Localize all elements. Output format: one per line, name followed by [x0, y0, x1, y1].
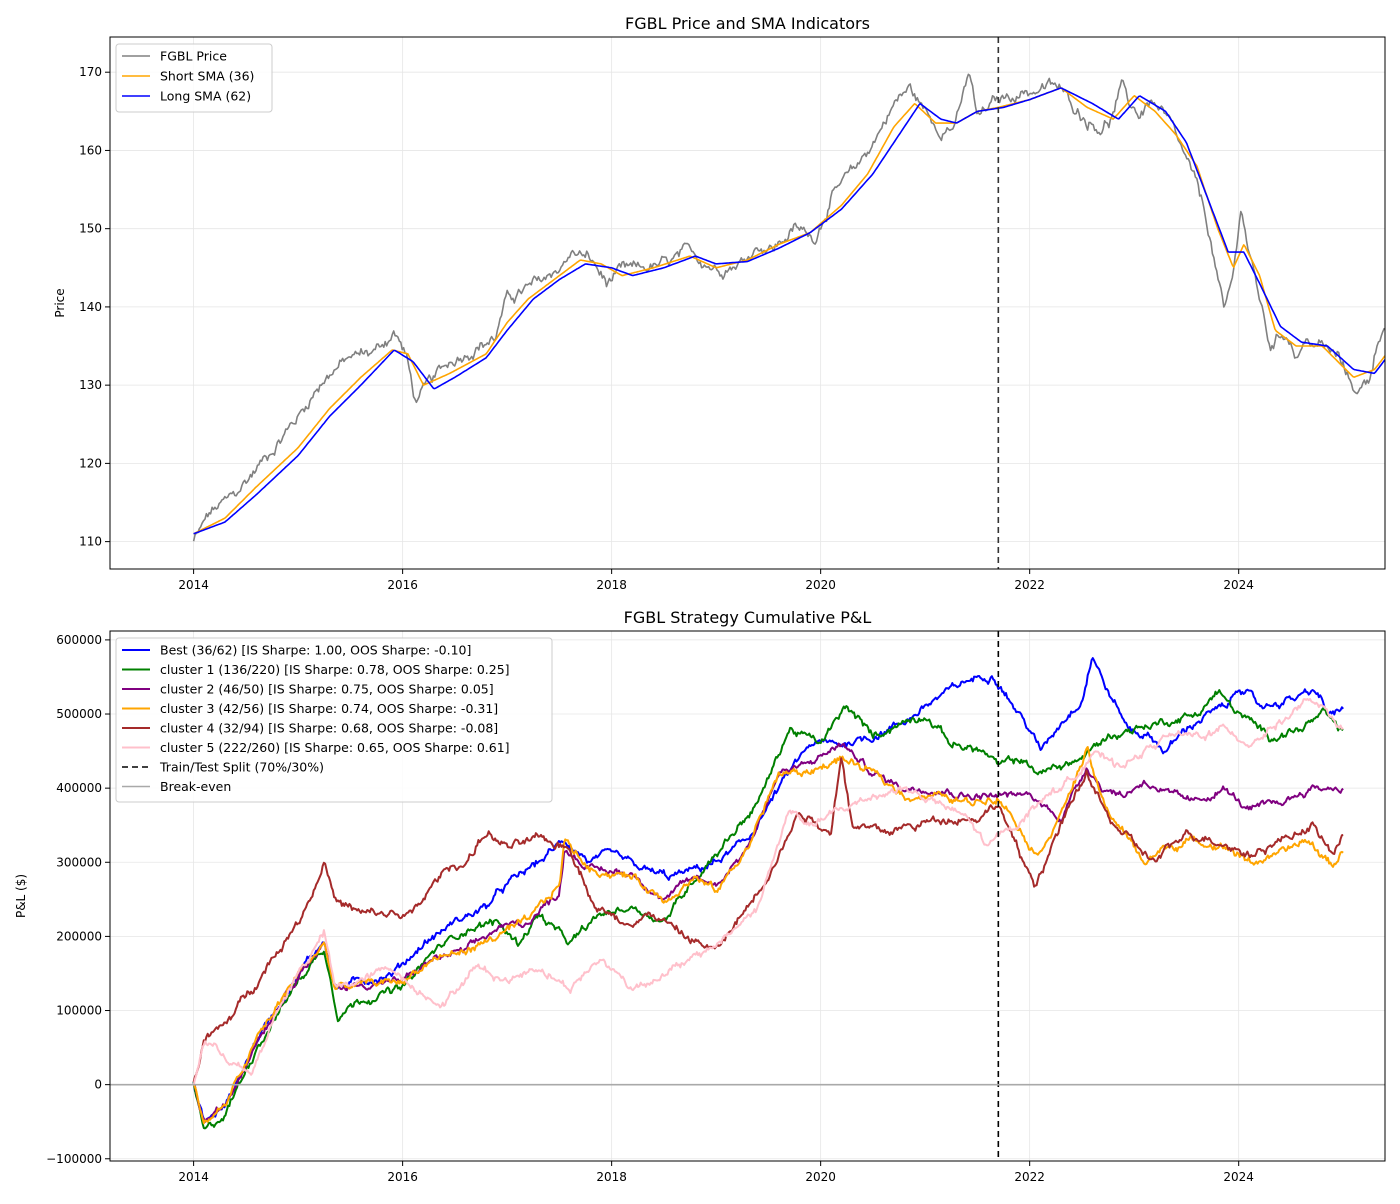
x-tick-label: 2022 — [1014, 1170, 1045, 1184]
legend-label: Break-even — [160, 779, 231, 794]
x-tick-label: 2020 — [805, 578, 836, 592]
chart-title: FGBL Price and SMA Indicators — [625, 14, 870, 33]
x-tick-label: 2016 — [387, 578, 418, 592]
series-0-0-line — [192, 73, 1385, 542]
x-tick-label: 2024 — [1223, 578, 1254, 592]
x-tick-label: 2024 — [1223, 1170, 1254, 1184]
y-tick-label: 400000 — [56, 781, 102, 795]
y-tick-label: 0 — [94, 1078, 102, 1092]
legend-label: Best (36/62) [IS Sharpe: 1.00, OOS Sharp… — [160, 643, 471, 658]
legend-label: FGBL Price — [160, 49, 227, 64]
series-0-1-line — [193, 87, 1385, 535]
y-tick-label: 120 — [79, 456, 102, 470]
y-tick-label: 200000 — [56, 929, 102, 943]
y-tick-label: 170 — [79, 65, 102, 79]
legend-label: cluster 2 (46/50) [IS Sharpe: 0.75, OOS … — [160, 682, 494, 697]
x-tick-label: 2014 — [178, 578, 209, 592]
series-1-4-line — [192, 757, 1344, 1083]
y-tick-label: 600000 — [56, 633, 102, 647]
y-axis-label: Price — [53, 288, 67, 317]
x-tick-label: 2014 — [178, 1170, 209, 1184]
x-tick-label: 2018 — [596, 1170, 627, 1184]
legend-label: cluster 4 (32/94) [IS Sharpe: 0.68, OOS … — [160, 721, 498, 736]
y-tick-label: 140 — [79, 300, 102, 314]
price-panel: 2014 2016 2018 2020 2022 2024 110 120 130 140 150 1… — [53, 14, 1386, 592]
legend-label: Long SMA (62) — [160, 89, 251, 104]
y-tick-label: 300000 — [56, 855, 102, 869]
x-tick-label: 2022 — [1014, 578, 1045, 592]
series-0-2-line — [193, 87, 1385, 535]
series-1-1-line — [192, 689, 1344, 1130]
legend: FGBL Price Short SMA (36) Long SMA (62) — [115, 43, 273, 113]
legend-label: Train/Test Split (70%/30%) — [159, 760, 324, 775]
legend: Best (36/62) [IS Sharpe: 1.00, OOS Sharp… — [115, 637, 553, 803]
y-axis-label: P&L ($) — [14, 874, 28, 918]
legend-label: cluster 1 (136/220) [IS Sharpe: 0.78, OO… — [160, 662, 510, 677]
x-tick-label: 2016 — [387, 1170, 418, 1184]
y-tick-label: 150 — [79, 222, 102, 236]
series-1-3-line — [192, 746, 1344, 1125]
series-1-5-line — [192, 697, 1344, 1086]
x-tick-label: 2018 — [596, 578, 627, 592]
chart-title: FGBL Strategy Cumulative P&L — [624, 608, 872, 627]
pnl-panel: 2014 2016 2018 2020 2022 2024 −100000 0 100000 20… — [14, 608, 1386, 1184]
y-tick-label: 110 — [79, 535, 102, 549]
legend-label: cluster 5 (222/260) [IS Sharpe: 0.65, OO… — [160, 740, 510, 755]
legend-label: Short SMA (36) — [160, 69, 254, 84]
legend-label: cluster 3 (42/56) [IS Sharpe: 0.74, OOS … — [160, 701, 498, 716]
legend-box — [115, 43, 273, 113]
plot-area — [192, 37, 1385, 569]
x-tick-label: 2020 — [805, 1170, 836, 1184]
y-tick-label: −100000 — [46, 1152, 102, 1166]
plot-frame — [109, 630, 1386, 1162]
y-tick-label: 130 — [79, 378, 102, 392]
y-tick-label: 100000 — [56, 1004, 102, 1018]
legend-box — [115, 637, 553, 803]
plot-frame — [109, 36, 1386, 570]
y-tick-label: 500000 — [56, 707, 102, 721]
y-tick-label: 160 — [79, 143, 102, 157]
plot-area — [110, 631, 1385, 1161]
